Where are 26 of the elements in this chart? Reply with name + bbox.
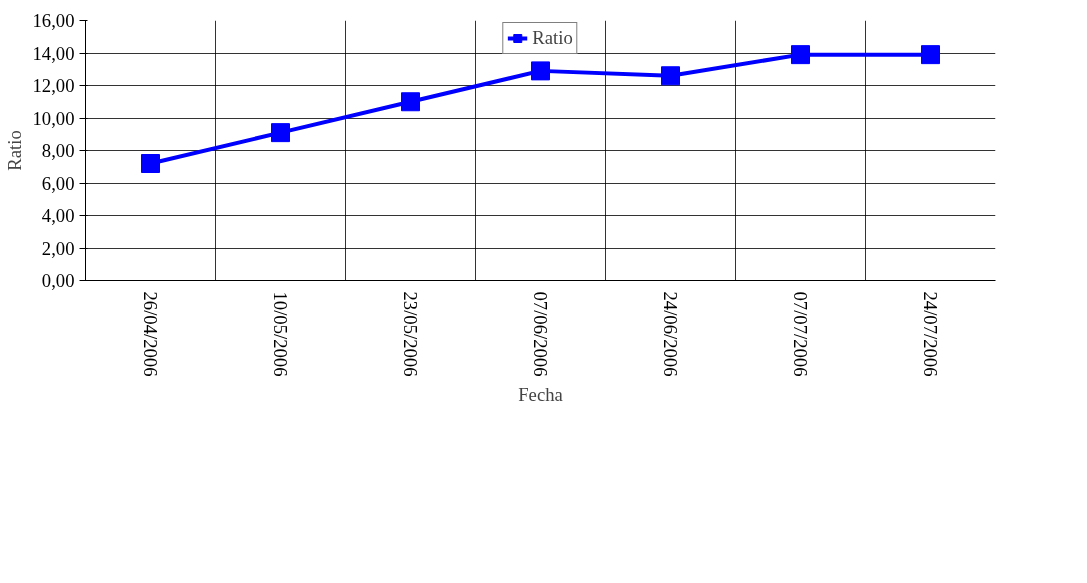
y-tick-label: 16,00 [32,10,75,31]
y-tick-label: 6,00 [41,172,75,194]
x-tick-label: 07/06/2006 [530,291,551,377]
point [401,92,420,112]
y-axis-title: Ratio [3,130,25,171]
x-tick-label: 24/06/2006 [660,291,681,377]
x-tick-label: 24/07/2006 [920,291,941,377]
x-tick-label: 26/04/2006 [140,291,161,377]
y-tick-label: 0,00 [41,270,75,291]
point [141,154,160,173]
point [921,45,940,65]
y-tick-label: 2,00 [41,237,75,259]
y-tick-label: 4,00 [41,205,75,226]
y-tick-label: 8,00 [41,140,75,161]
x-tick-label: 07/07/2006 [790,291,811,377]
point [661,66,680,86]
y-tick-label: 14,00 [32,42,75,64]
point [531,61,550,81]
x-axis-title: Fecha [518,384,564,406]
y-tick-label: 10,00 [32,107,75,129]
point [791,45,810,65]
point [271,123,290,143]
x-tick-label: 10/05/2006 [270,291,291,377]
x-tick-label: 23/05/2006 [400,291,421,377]
y-tick-label: 12,00 [32,75,75,96]
legend-label: Ratio [532,27,573,49]
